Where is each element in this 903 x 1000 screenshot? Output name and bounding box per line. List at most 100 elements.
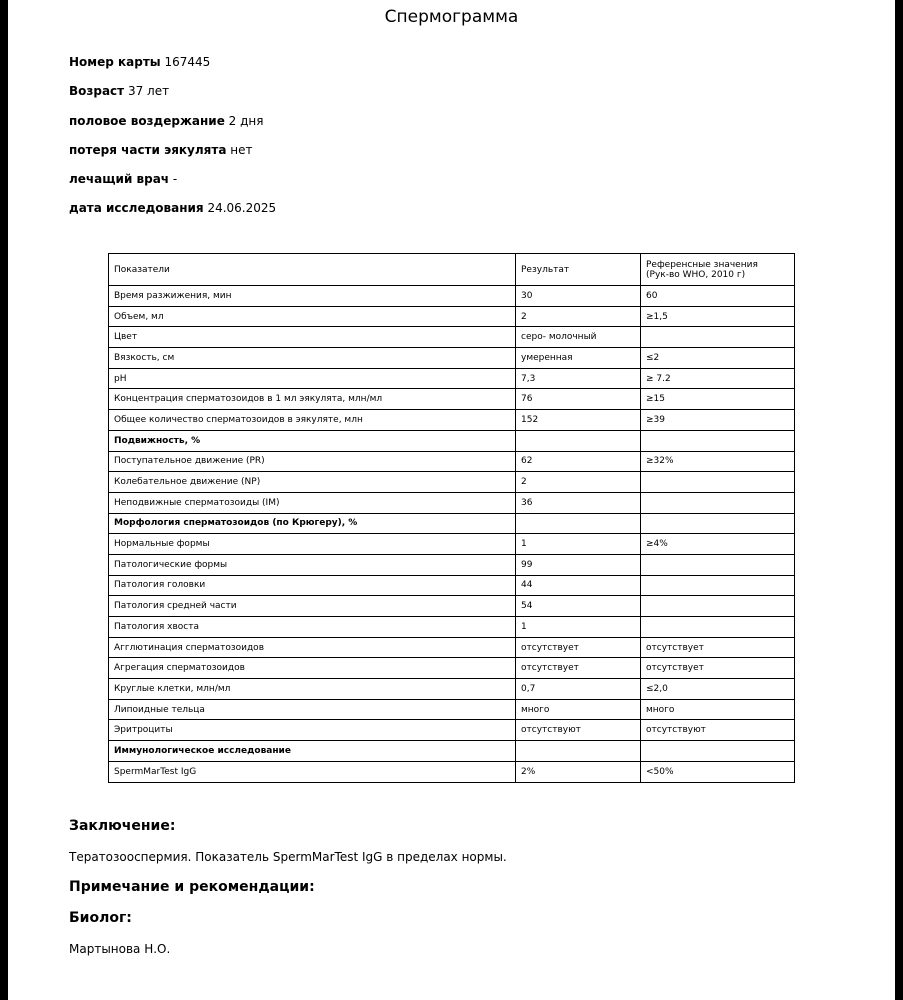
cell-result: серо- молочный [515,326,641,349]
cell-reference: много [640,698,795,721]
cell-indicator: Вязкость, см [108,347,516,369]
cell-indicator: Патология хвоста [108,616,516,638]
table-row: Неподвижные сперматозоиды (IM) 36 [108,491,795,514]
cell-result: 2 [515,471,641,493]
cell-indicator: Патология головки [108,574,516,597]
cell-indicator: Морфология сперматозоидов (по Крюгеру), … [108,512,516,535]
cell-result: 44 [515,574,641,597]
header-indicator: Показатели [108,253,516,286]
cell-reference [640,512,795,535]
cell-reference [640,471,795,493]
table-row: Нормальные формы 1 ≥4% [108,533,795,555]
cell-indicator: Нормальные формы [108,533,516,555]
cell-result: отсутствует [515,657,641,680]
cell-reference: отсутствует [640,636,795,659]
cell-reference: ≥15 [640,388,795,411]
cell-indicator: Цвет [108,326,516,349]
table-row: SpermMarTest IgG 2% <50% [108,760,795,783]
table-row: Общее количество сперматозоидов в эякуля… [108,409,795,431]
cell-indicator: Время разжижения, мин [108,285,516,307]
cell-reference [640,429,795,452]
document-title: Спермограмма [384,7,519,27]
field-value: 24.06.2025 [207,201,277,215]
cell-result: 1 [515,616,641,638]
field-age: Возраст 37 лет [69,84,169,98]
cell-indicator: Поступательное движение (PR) [108,450,516,473]
field-label: лечащий врач [69,172,170,186]
cell-reference: 60 [640,285,795,307]
cell-indicator: Иммунологическое исследование [108,740,516,762]
cell-reference [640,326,795,349]
cell-reference: отсутствуют [640,719,795,742]
field-abstinence: половое воздержание 2 дня [69,114,263,128]
table-row: Колебательное движение (NP) 2 [108,471,795,493]
cell-indicator: Агглютинация сперматозоидов [108,636,516,659]
cell-result: 1 [515,533,641,555]
table-row: Концентрация сперматозоидов в 1 мл эякул… [108,388,795,411]
biologist-heading: Биолог: [69,910,132,926]
cell-result [515,512,641,535]
cell-indicator: Патологические формы [108,553,516,576]
cell-result: 99 [515,553,641,576]
cell-result: 2 [515,305,641,328]
cell-reference: ≤2 [640,347,795,369]
cell-reference [640,616,795,638]
conclusion-text: Тератозооспермия. Показатель SpermMarTes… [69,850,507,864]
table-row: Время разжижения, мин 30 60 [108,285,795,307]
field-label: Номер карты [69,55,161,69]
field-value: 2 дня [228,114,264,128]
header-result: Результат [515,253,641,286]
document-page: Спермограмма Номер карты 167445 Возраст … [8,0,895,1000]
cell-reference [640,740,795,762]
cell-result: 76 [515,388,641,411]
field-card-number: Номер карты 167445 [69,55,210,69]
field-doctor: лечащий врач - [69,172,177,186]
cell-result: 2% [515,760,641,783]
table-row: Поступательное движение (PR) 62 ≥32% [108,450,795,473]
cell-indicator: Концентрация сперматозоидов в 1 мл эякул… [108,388,516,411]
field-ejaculate-loss: потеря части эякулята нет [69,143,252,157]
field-label: дата исследования [69,201,204,215]
cell-reference: ≥1,5 [640,305,795,328]
cell-indicator: Круглые клетки, млн/мл [108,678,516,700]
cell-indicator: pH [108,367,516,390]
table-row: Патология хвоста 1 [108,616,795,638]
table-row: Агрегация сперматозоидов отсутствует отсут… [108,657,795,680]
cell-reference: отсутствует [640,657,795,680]
table-row: Патология головки 44 [108,574,795,597]
cell-result: 152 [515,409,641,431]
table-row: Цвет серо- молочный [108,326,795,349]
cell-reference: ≥ 7.2 [640,367,795,390]
table-section-row: Морфология сперматозоидов (по Крюгеру), … [108,512,795,535]
cell-indicator: Эритроциты [108,719,516,742]
cell-result: 36 [515,491,641,514]
field-label: половое воздержание [69,114,225,128]
field-date: дата исследования 24.06.2025 [69,201,276,215]
cell-result: 0,7 [515,678,641,700]
cell-indicator: SpermMarTest IgG [108,760,516,783]
table-row: Вязкость, см умеренная ≤2 [108,347,795,369]
cell-indicator: Колебательное движение (NP) [108,471,516,493]
cell-result: 54 [515,595,641,617]
cell-result: много [515,698,641,721]
table-row: Патологические формы 99 [108,553,795,576]
field-value: нет [230,143,253,157]
cell-result: умеренная [515,347,641,369]
notes-heading: Примечание и рекомендации: [69,879,315,895]
cell-reference [640,574,795,597]
field-value: - [172,172,178,186]
cell-reference [640,491,795,514]
field-label: Возраст [69,84,125,98]
cell-reference [640,553,795,576]
cell-indicator: Общее количество сперматозоидов в эякуля… [108,409,516,431]
cell-indicator: Подвижность, % [108,429,516,452]
cell-result [515,429,641,452]
conclusion-heading: Заключение: [69,818,176,834]
cell-result: 30 [515,285,641,307]
cell-indicator: Липоидные тельца [108,698,516,721]
cell-result: 62 [515,450,641,473]
header-reference: Референсные значения (Рук-во WHO, 2010 г… [640,253,795,286]
cell-reference: ≥32% [640,450,795,473]
table-row: Патология средней части 54 [108,595,795,617]
table-row: Липоидные тельца много много [108,698,795,721]
